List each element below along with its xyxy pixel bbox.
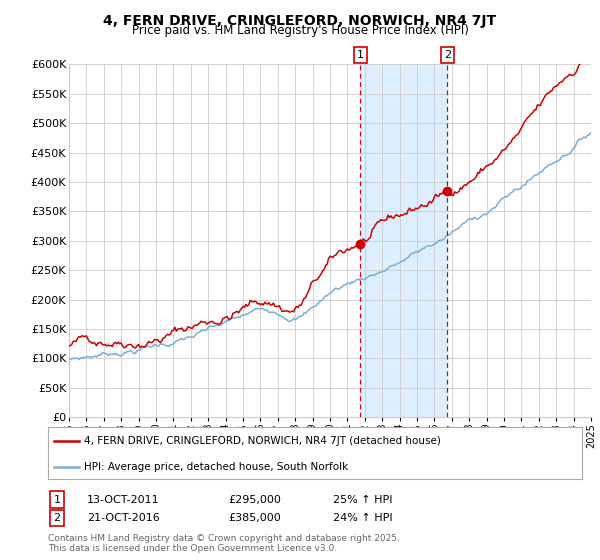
Text: £295,000: £295,000: [228, 494, 281, 505]
Text: 2: 2: [53, 513, 61, 523]
Text: 2: 2: [444, 50, 451, 60]
Text: 24% ↑ HPI: 24% ↑ HPI: [333, 513, 392, 523]
Text: HPI: Average price, detached house, South Norfolk: HPI: Average price, detached house, Sout…: [85, 463, 349, 472]
Text: 1: 1: [53, 494, 61, 505]
Text: 1: 1: [357, 50, 364, 60]
Text: 4, FERN DRIVE, CRINGLEFORD, NORWICH, NR4 7JT: 4, FERN DRIVE, CRINGLEFORD, NORWICH, NR4…: [103, 14, 497, 28]
Bar: [361, 64, 448, 417]
Text: 21-OCT-2016: 21-OCT-2016: [87, 513, 160, 523]
Text: Price paid vs. HM Land Registry's House Price Index (HPI): Price paid vs. HM Land Registry's House …: [131, 24, 469, 37]
Text: 25% ↑ HPI: 25% ↑ HPI: [333, 494, 392, 505]
Text: 4, FERN DRIVE, CRINGLEFORD, NORWICH, NR4 7JT (detached house): 4, FERN DRIVE, CRINGLEFORD, NORWICH, NR4…: [85, 436, 441, 446]
Text: Contains HM Land Registry data © Crown copyright and database right 2025.
This d: Contains HM Land Registry data © Crown c…: [48, 534, 400, 553]
Text: £385,000: £385,000: [228, 513, 281, 523]
Text: 13-OCT-2011: 13-OCT-2011: [87, 494, 160, 505]
